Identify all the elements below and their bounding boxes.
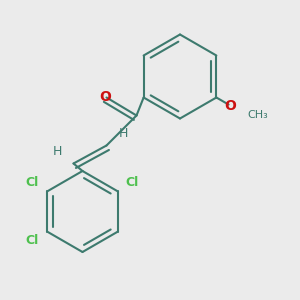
Text: O: O xyxy=(225,99,237,113)
Text: Cl: Cl xyxy=(25,234,38,247)
Text: Cl: Cl xyxy=(25,176,38,189)
Text: H: H xyxy=(118,127,128,140)
Text: CH₃: CH₃ xyxy=(248,110,268,121)
Text: O: O xyxy=(99,90,111,104)
Text: Cl: Cl xyxy=(125,176,139,190)
Text: H: H xyxy=(52,145,62,158)
